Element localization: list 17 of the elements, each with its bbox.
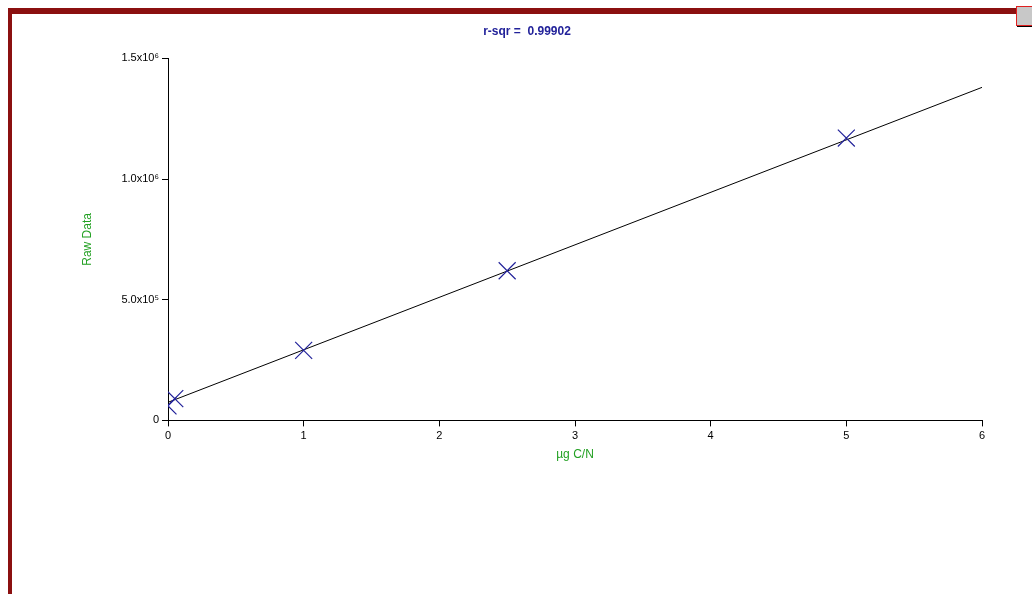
point — [498, 261, 517, 280]
y-tick-label: 0 — [152, 413, 159, 426]
y-tick-label: 1.0x10⁶ — [121, 172, 159, 185]
chart-title: r-sqr = 0.99902 — [483, 23, 572, 38]
y-tick-label: 1.5x10⁶ — [121, 51, 159, 64]
x-tick-label: 4 — [707, 429, 714, 442]
y-axis-title: Raw Data — [79, 212, 94, 266]
point — [294, 341, 313, 360]
y-tick-label: 5.0x10⁵ — [121, 292, 159, 305]
x-tick-label: 2 — [436, 429, 443, 442]
x-tick-label: 5 — [843, 429, 850, 442]
point — [837, 128, 856, 148]
x-tick-label: 6 — [978, 429, 986, 442]
x-tick-label: 3 — [571, 429, 579, 442]
x-axis-title: µg C/N — [556, 447, 594, 462]
x-tick-label: 0 — [164, 429, 172, 442]
x-tick-label: 1 — [300, 429, 307, 442]
